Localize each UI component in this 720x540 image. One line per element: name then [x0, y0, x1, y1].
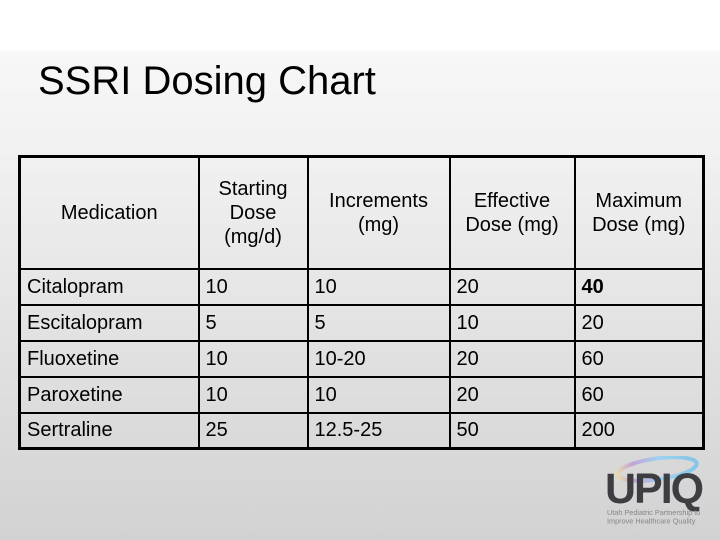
dose-value-cell: 5 [306, 303, 451, 342]
column-header: Effective Dose (mg) [448, 155, 576, 270]
column-header: Starting Dose (mg/d) [197, 155, 309, 270]
ssri-dosing-table: Medication Starting Dose (mg/d) Increments… [18, 155, 705, 450]
dose-value-cell: 12.5-25 [306, 411, 451, 450]
dose-value-cell: 5 [197, 303, 309, 342]
dose-value-cell: 10 [197, 339, 309, 378]
medication-cell: Sertraline [18, 411, 200, 450]
dose-value-cell: 60 [573, 339, 705, 378]
upiq-logo: UPIQ Utah Pediatric Partnership to Impro… [606, 456, 705, 526]
dose-value-cell: 10 [306, 375, 451, 414]
dose-value-cell: 10-20 [306, 339, 451, 378]
dose-value-cell: 10 [197, 267, 309, 306]
dose-value-cell: 25 [197, 411, 309, 450]
dose-value-cell: 20 [448, 267, 576, 306]
slide-title: SSRI Dosing Chart [38, 59, 376, 103]
logo-acronym: UPIQ [606, 465, 703, 513]
dose-value-cell: 10 [448, 303, 576, 342]
column-header: Maximum Dose (mg) [573, 155, 705, 270]
table-row: Sertraline 25 12.5-25 50 200 [18, 411, 705, 450]
dose-value-cell: 20 [448, 339, 576, 378]
dose-table-body: Citalopram 10 10 20 40 Escitalopram 5 5 10 20 Fluo… [18, 267, 705, 450]
column-header: Medication [18, 155, 200, 270]
medication-cell: Paroxetine [18, 375, 200, 414]
medication-cell: Citalopram [18, 267, 200, 306]
table-row: Escitalopram 5 5 10 20 [18, 303, 705, 342]
dose-value-cell: 10 [197, 375, 309, 414]
medication-cell: Escitalopram [18, 303, 200, 342]
medication-cell: Fluoxetine [18, 339, 200, 378]
dose-value-cell: 200 [573, 411, 705, 450]
dose-value-cell: 10 [306, 267, 451, 306]
table-row: Fluoxetine 10 10-20 20 60 [18, 339, 705, 378]
column-header: Increments (mg) [306, 155, 451, 270]
dose-value-cell: 60 [573, 375, 705, 414]
logo-tagline-line2: Improve Healthcare Quality [607, 517, 696, 526]
logo-tagline-line1: Utah Pediatric Partnership to [607, 508, 700, 517]
table-row: Citalopram 10 10 20 40 [18, 267, 705, 306]
dose-value-cell: 40 [573, 267, 705, 306]
logo-swirl-icon [615, 456, 699, 483]
dose-value-cell: 20 [573, 303, 705, 342]
dose-table-header-row: Medication Starting Dose (mg/d) Increments… [18, 155, 705, 270]
dose-value-cell: 20 [448, 375, 576, 414]
dose-value-cell: 50 [448, 411, 576, 450]
table-row: Paroxetine 10 10 20 60 [18, 375, 705, 414]
